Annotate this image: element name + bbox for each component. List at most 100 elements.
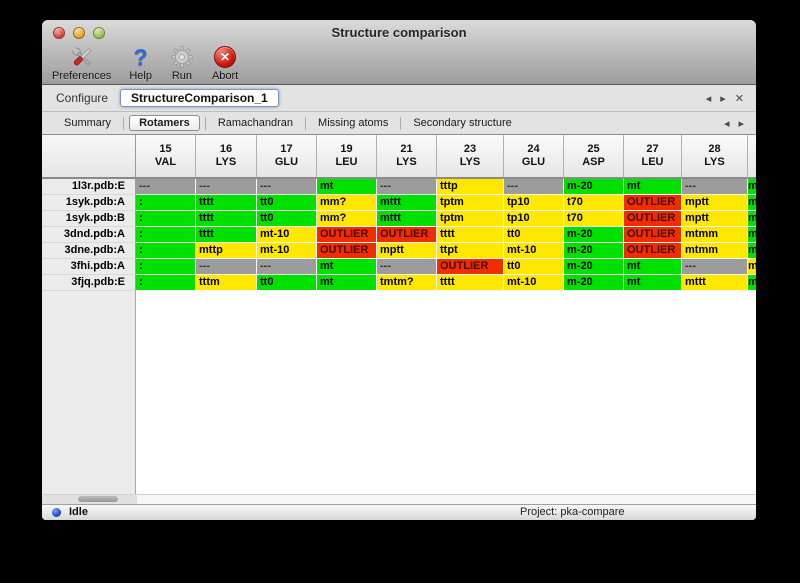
preferences-button[interactable]: Preferences [52, 43, 111, 82]
row-label[interactable]: 3dne.pdb:A [42, 243, 136, 259]
rotamer-cell[interactable]: --- [377, 259, 437, 275]
rotamer-cell[interactable]: --- [136, 179, 196, 195]
tab-rotamers[interactable]: Rotamers [129, 115, 200, 131]
rotamer-cell[interactable]: --- [504, 179, 564, 195]
rotamer-cell[interactable]: mt [317, 259, 377, 275]
configure-prev-button[interactable]: ◂ [705, 92, 712, 105]
close-window-button[interactable] [53, 27, 65, 39]
rotamer-cell[interactable]: mtmm [682, 227, 748, 243]
rotamer-cell[interactable]: mt-10 [257, 243, 317, 259]
rotamer-cell[interactable]: --- [682, 259, 748, 275]
rotamer-cell[interactable]: mm? [317, 211, 377, 227]
rotamer-cell[interactable]: mt [317, 275, 377, 291]
configure-close-button[interactable]: ✕ [734, 92, 744, 105]
rotamer-cell[interactable]: mt [317, 179, 377, 195]
zoom-window-button[interactable] [93, 27, 105, 39]
rotamer-cell[interactable]: m-20 [564, 275, 624, 291]
column-header[interactable]: 15 VAL [136, 135, 196, 179]
column-header[interactable]: 24 GLU [504, 135, 564, 179]
rotamer-cell[interactable]: mttt [377, 195, 437, 211]
column-header[interactable]: 27 LEU [624, 135, 682, 179]
rotamer-cell[interactable]: t70 [564, 211, 624, 227]
rotamer-cell[interactable]: : [136, 195, 196, 211]
rotamer-cell-partial[interactable]: m [748, 275, 756, 291]
rotamer-cell[interactable]: tttt [437, 275, 504, 291]
rotamer-cell[interactable]: tt0 [257, 211, 317, 227]
rotamer-cell[interactable]: t70 [564, 195, 624, 211]
tab-ramachandran[interactable]: Ramachandran [217, 117, 294, 129]
rotamer-cell[interactable]: tttm [196, 275, 257, 291]
rotamer-cell[interactable]: mt [624, 275, 682, 291]
rotamer-cell[interactable]: m-20 [564, 227, 624, 243]
rotamer-cell[interactable]: mptt [377, 243, 437, 259]
rotamer-cell[interactable]: tt0 [257, 275, 317, 291]
column-header[interactable]: 19 LEU [317, 135, 377, 179]
h-scrollbar-track[interactable] [42, 495, 137, 504]
rotamer-cell[interactable]: OUTLIER [317, 243, 377, 259]
rotamer-cell[interactable]: m-20 [564, 179, 624, 195]
row-label[interactable]: 1syk.pdb:A [42, 195, 136, 211]
row-label[interactable]: 3fhi.pdb:A [42, 259, 136, 275]
column-header[interactable]: 23 LYS [437, 135, 504, 179]
rotamer-cell-partial[interactable]: m [748, 243, 756, 259]
session-name-field[interactable]: StructureComparison_1 [120, 89, 279, 107]
rotamer-cell[interactable]: --- [196, 259, 257, 275]
rotamer-cell[interactable]: : [136, 211, 196, 227]
tab-summary[interactable]: Summary [64, 117, 112, 129]
rotamer-cell[interactable]: tttt [196, 211, 257, 227]
help-button[interactable]: ? Help [129, 43, 152, 83]
tabs-prev-button[interactable]: ◂ [723, 117, 730, 130]
rotamer-cell[interactable]: --- [682, 179, 748, 195]
rotamer-cell[interactable]: OUTLIER [624, 195, 682, 211]
rotamer-cell[interactable]: mptt [682, 211, 748, 227]
rotamer-cell[interactable]: tptm [437, 195, 504, 211]
row-label[interactable]: 1syk.pdb:B [42, 211, 136, 227]
rotamer-cell[interactable]: : [136, 259, 196, 275]
rotamer-cell[interactable]: --- [377, 179, 437, 195]
rotamer-cell[interactable]: mt-10 [504, 243, 564, 259]
row-label[interactable]: 3fjq.pdb:E [42, 275, 136, 291]
rotamer-cell[interactable]: mm? [317, 195, 377, 211]
rotamer-cell[interactable]: tt0 [257, 195, 317, 211]
rotamer-cell-partial[interactable]: m [748, 195, 756, 211]
h-scrollbar-thumb[interactable] [78, 496, 118, 502]
rotamer-cell[interactable]: mttt [377, 211, 437, 227]
rotamer-cell[interactable]: : [136, 243, 196, 259]
rotamer-cell[interactable]: tttt [196, 195, 257, 211]
rotamer-cell[interactable]: tttp [437, 179, 504, 195]
rotamer-cell[interactable]: mt [624, 179, 682, 195]
rotamer-cell[interactable]: OUTLIER [624, 243, 682, 259]
rotamer-cell[interactable]: tt0 [504, 259, 564, 275]
rotamer-cell[interactable]: mt-10 [504, 275, 564, 291]
column-header[interactable]: 17 GLU [257, 135, 317, 179]
rotamer-cell-partial[interactable]: m [748, 211, 756, 227]
rotamer-cell-partial[interactable]: m [748, 259, 756, 275]
rotamer-cell[interactable]: mt [624, 259, 682, 275]
rotamer-cell[interactable]: mttp [196, 243, 257, 259]
rotamer-cell[interactable]: m-20 [564, 259, 624, 275]
row-label[interactable]: 1l3r.pdb:E [42, 179, 136, 195]
rotamer-cell[interactable]: mt-10 [257, 227, 317, 243]
rotamer-cell[interactable]: tp10 [504, 195, 564, 211]
rotamer-cell[interactable]: OUTLIER [377, 227, 437, 243]
column-header[interactable]: 25 ASP [564, 135, 624, 179]
tab-secondary-structure[interactable]: Secondary structure [413, 117, 512, 129]
run-button[interactable]: Run [170, 43, 194, 82]
row-label[interactable]: 3dnd.pdb:A [42, 227, 136, 243]
rotamer-cell[interactable]: m-20 [564, 243, 624, 259]
rotamer-cell[interactable]: mttt [682, 275, 748, 291]
rotamer-cell[interactable]: OUTLIER [317, 227, 377, 243]
rotamer-cell[interactable]: --- [257, 259, 317, 275]
rotamer-cell[interactable]: mtmm [682, 243, 748, 259]
tab-missing-atoms[interactable]: Missing atoms [318, 117, 389, 129]
rotamer-cell[interactable]: tmtm? [377, 275, 437, 291]
h-scrollbar[interactable] [42, 494, 756, 504]
rotamer-cell[interactable]: --- [257, 179, 317, 195]
rotamer-cell[interactable]: --- [196, 179, 257, 195]
rotamer-cell[interactable]: : [136, 275, 196, 291]
rotamer-cell-partial[interactable]: m [748, 179, 756, 195]
minimize-window-button[interactable] [73, 27, 85, 39]
rotamer-cell-partial[interactable]: m [748, 227, 756, 243]
rotamer-cell[interactable]: tttt [437, 227, 504, 243]
abort-button[interactable]: ✕ Abort [212, 43, 238, 82]
